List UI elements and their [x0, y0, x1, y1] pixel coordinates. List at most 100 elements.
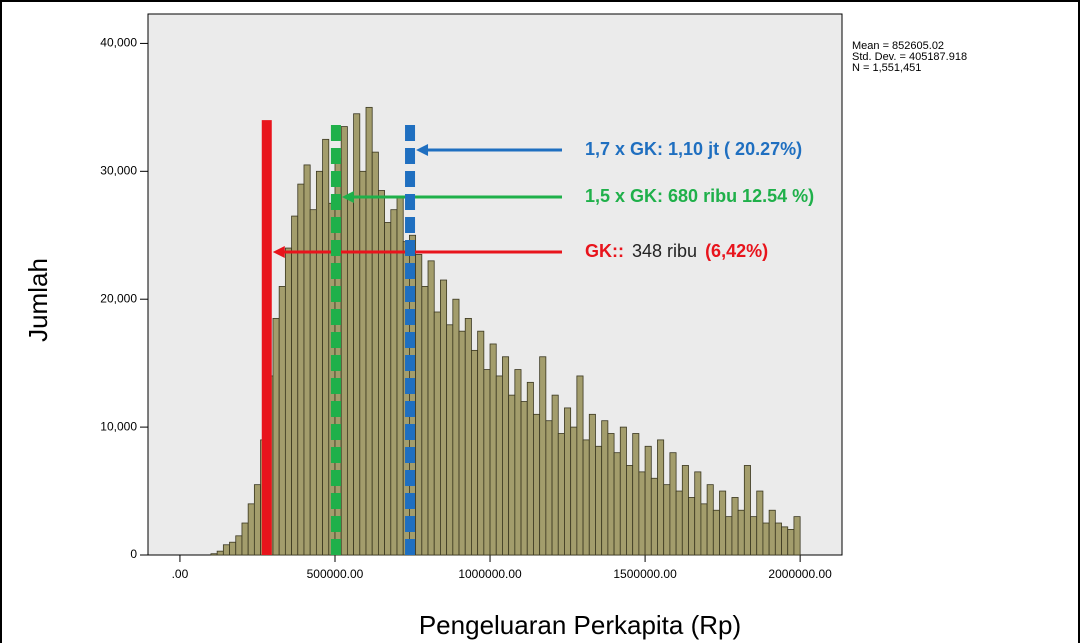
annotation-part: 1,5 x GK: 680 ribu 12.54 %): [585, 186, 814, 206]
bar: [743, 465, 751, 556]
bar: [737, 509, 745, 556]
arrow-head: [416, 144, 429, 156]
bar: [595, 445, 603, 556]
bar: [582, 439, 590, 556]
stats-text: N = 1,551,451: [852, 62, 921, 74]
bar: [427, 260, 435, 556]
bar: [669, 452, 677, 556]
bar: [644, 445, 652, 556]
bar: [471, 349, 479, 556]
x-axis-label: Pengeluaran Perkapita (Rp): [419, 610, 741, 640]
stats-text: Mean = 852605.02: [852, 40, 944, 52]
bar: [433, 311, 441, 556]
bar: [526, 381, 534, 556]
stats-text: Std. Dev. = 405187.918: [852, 51, 967, 63]
bar: [284, 247, 292, 556]
annotation-part: GK::: [585, 241, 624, 261]
bar: [626, 465, 634, 556]
bar: [632, 433, 640, 556]
annotation: 1,5 x GK: 680 ribu 12.54 %): [585, 186, 814, 206]
bar: [781, 526, 789, 556]
bar: [681, 465, 689, 556]
bar: [210, 553, 218, 556]
bar: [700, 503, 708, 556]
bar: [384, 222, 392, 556]
bar: [446, 324, 454, 556]
bar: [601, 420, 609, 556]
bar: [247, 503, 255, 556]
bar: [657, 439, 665, 556]
bar: [241, 522, 249, 556]
bar: [607, 433, 615, 556]
arrow-head: [272, 246, 285, 258]
bar: [725, 516, 733, 556]
bar: [253, 484, 261, 556]
y-axis-label: Jumlah: [23, 258, 53, 342]
bar: [235, 535, 243, 556]
bar: [514, 369, 522, 556]
bar: [216, 550, 224, 556]
annotation: GK:: 348 ribu (6,42%): [585, 241, 768, 261]
bar: [793, 516, 801, 556]
y-tick-label: 10,000: [100, 419, 137, 433]
bar: [452, 298, 460, 556]
x-tick-label: 1500000.00: [613, 567, 677, 581]
y-tick-label: 30,000: [100, 163, 137, 177]
arrow-head: [341, 191, 354, 203]
bar: [688, 497, 696, 556]
bar: [489, 343, 497, 556]
bar: [315, 170, 323, 556]
annotation-part: (6,42%): [705, 241, 768, 261]
bar: [340, 126, 348, 556]
x-tick-label: .00: [172, 567, 189, 581]
bar: [309, 209, 317, 556]
bar: [694, 471, 702, 556]
annotation: 1,7 x GK: 1,10 jt ( 20.27%): [585, 139, 802, 159]
bar: [756, 490, 764, 556]
bar: [570, 426, 578, 556]
bar: [613, 452, 621, 556]
bar: [719, 490, 727, 556]
bar: [229, 541, 237, 556]
bar: [458, 330, 466, 556]
bar: [291, 215, 299, 556]
bar: [495, 375, 503, 556]
bar: [619, 426, 627, 556]
bar: [762, 522, 770, 556]
bar: [557, 433, 565, 556]
bar: [588, 413, 596, 556]
bar: [768, 509, 776, 556]
bar: [533, 413, 541, 556]
bar: [359, 170, 367, 556]
bar: [415, 254, 423, 556]
bar: [477, 330, 485, 556]
bar: [712, 509, 720, 556]
bar: [675, 490, 683, 556]
bar: [706, 484, 714, 556]
bar: [502, 356, 510, 556]
y-tick-label: 0: [130, 547, 137, 561]
bar: [508, 394, 516, 556]
x-tick-label: 2000000.00: [768, 567, 832, 581]
bar: [564, 407, 572, 556]
bar: [421, 286, 429, 556]
bar: [440, 279, 448, 556]
bar: [365, 106, 373, 556]
bar: [353, 113, 361, 556]
bar: [576, 375, 584, 556]
bar: [774, 522, 782, 556]
bar: [371, 151, 379, 556]
bar: [464, 317, 472, 556]
bar: [520, 401, 528, 556]
x-tick-label: 500000.00: [307, 567, 364, 581]
bar: [650, 477, 658, 556]
annotation-part: 348 ribu: [632, 241, 697, 261]
bar: [322, 138, 330, 556]
bar: [297, 183, 305, 556]
x-tick-label: 1000000.00: [458, 567, 522, 581]
bar: [750, 516, 758, 556]
bar: [539, 356, 547, 556]
bar: [787, 529, 795, 556]
